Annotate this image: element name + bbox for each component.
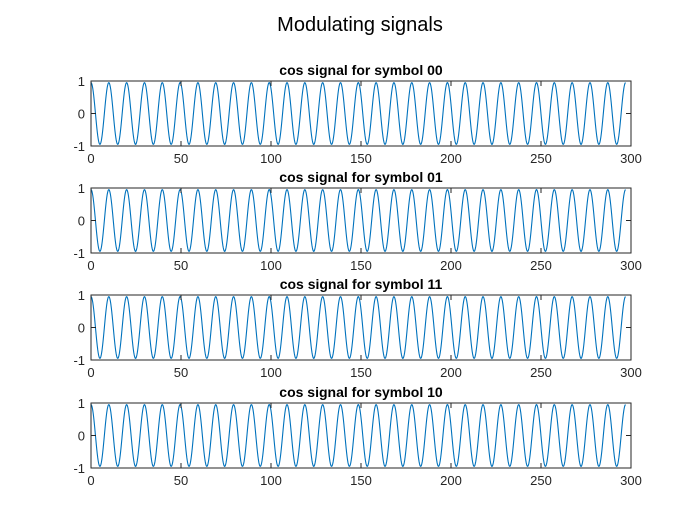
y-tick-label: 1 xyxy=(78,288,85,303)
subplot-3: cos signal for symbol 10 0 50 100 150 200 250 3… xyxy=(73,384,641,488)
y-tick-label: 0 xyxy=(78,429,85,444)
x-tick-label: 150 xyxy=(350,151,372,166)
subplot-title: cos signal for symbol 01 xyxy=(279,169,443,185)
y-tick-label: 0 xyxy=(78,214,85,229)
x-tick-label: 200 xyxy=(440,365,462,380)
x-tick-label: 0 xyxy=(87,473,94,488)
signal-line xyxy=(90,188,626,253)
x-tick-label: 300 xyxy=(620,258,642,273)
x-tick-label: 50 xyxy=(174,258,188,273)
x-tick-label: 200 xyxy=(440,151,462,166)
y-tick-label: 1 xyxy=(78,396,85,411)
subplot-1: cos signal for symbol 01 0 50 100 150 200 250 3… xyxy=(73,169,641,273)
x-tick-label: 150 xyxy=(350,258,372,273)
signal-line xyxy=(90,295,626,360)
x-tick-label: 0 xyxy=(87,151,94,166)
x-tick-label: 100 xyxy=(260,258,282,273)
y-tick-label: -1 xyxy=(73,246,85,261)
x-tick-label: 300 xyxy=(620,151,642,166)
x-tick-label: 150 xyxy=(350,473,372,488)
x-tick-label: 200 xyxy=(440,473,462,488)
y-tick-label: 0 xyxy=(78,107,85,122)
x-tick-label: 50 xyxy=(174,151,188,166)
subplot-stack: cos signal for symbol 000 50 100 150 200 250 3… xyxy=(73,62,641,488)
figure-title: Modulating signals xyxy=(277,14,443,36)
signal-line xyxy=(90,403,626,468)
x-tick-label: 100 xyxy=(260,151,282,166)
x-tick-label: 100 xyxy=(260,473,282,488)
x-tick-label: 0 xyxy=(87,258,94,273)
subplot-title: cos signal for symbol 00 xyxy=(279,62,443,78)
x-tick-label: 250 xyxy=(530,151,552,166)
x-tick-label: 250 xyxy=(530,473,552,488)
x-tick-label: 100 xyxy=(260,365,282,380)
x-tick-label: 200 xyxy=(440,258,462,273)
x-tick-label: 50 xyxy=(174,473,188,488)
x-tick-label: 150 xyxy=(350,365,372,380)
subplot-0: cos signal for symbol 00 0 50 100 150 200 250 3… xyxy=(73,62,641,166)
y-tick-label: -1 xyxy=(73,353,85,368)
x-tick-label: 300 xyxy=(620,365,642,380)
subplot-title: cos signal for symbol 10 xyxy=(279,384,443,400)
y-tick-label: 1 xyxy=(78,181,85,196)
y-tick-label: 1 xyxy=(78,74,85,89)
subplot-title: cos signal for symbol 11 xyxy=(280,276,443,292)
y-tick-label: 0 xyxy=(78,321,85,336)
y-tick-label: -1 xyxy=(73,139,85,154)
signal-line xyxy=(90,81,626,146)
x-tick-label: 250 xyxy=(530,365,552,380)
x-tick-label: 250 xyxy=(530,258,552,273)
x-tick-label: 300 xyxy=(620,473,642,488)
y-tick-label: -1 xyxy=(73,461,85,476)
x-tick-label: 50 xyxy=(174,365,188,380)
subplot-2: cos signal for symbol 11 0 50 100 150 200 250 3… xyxy=(73,276,641,380)
x-tick-label: 0 xyxy=(87,365,94,380)
